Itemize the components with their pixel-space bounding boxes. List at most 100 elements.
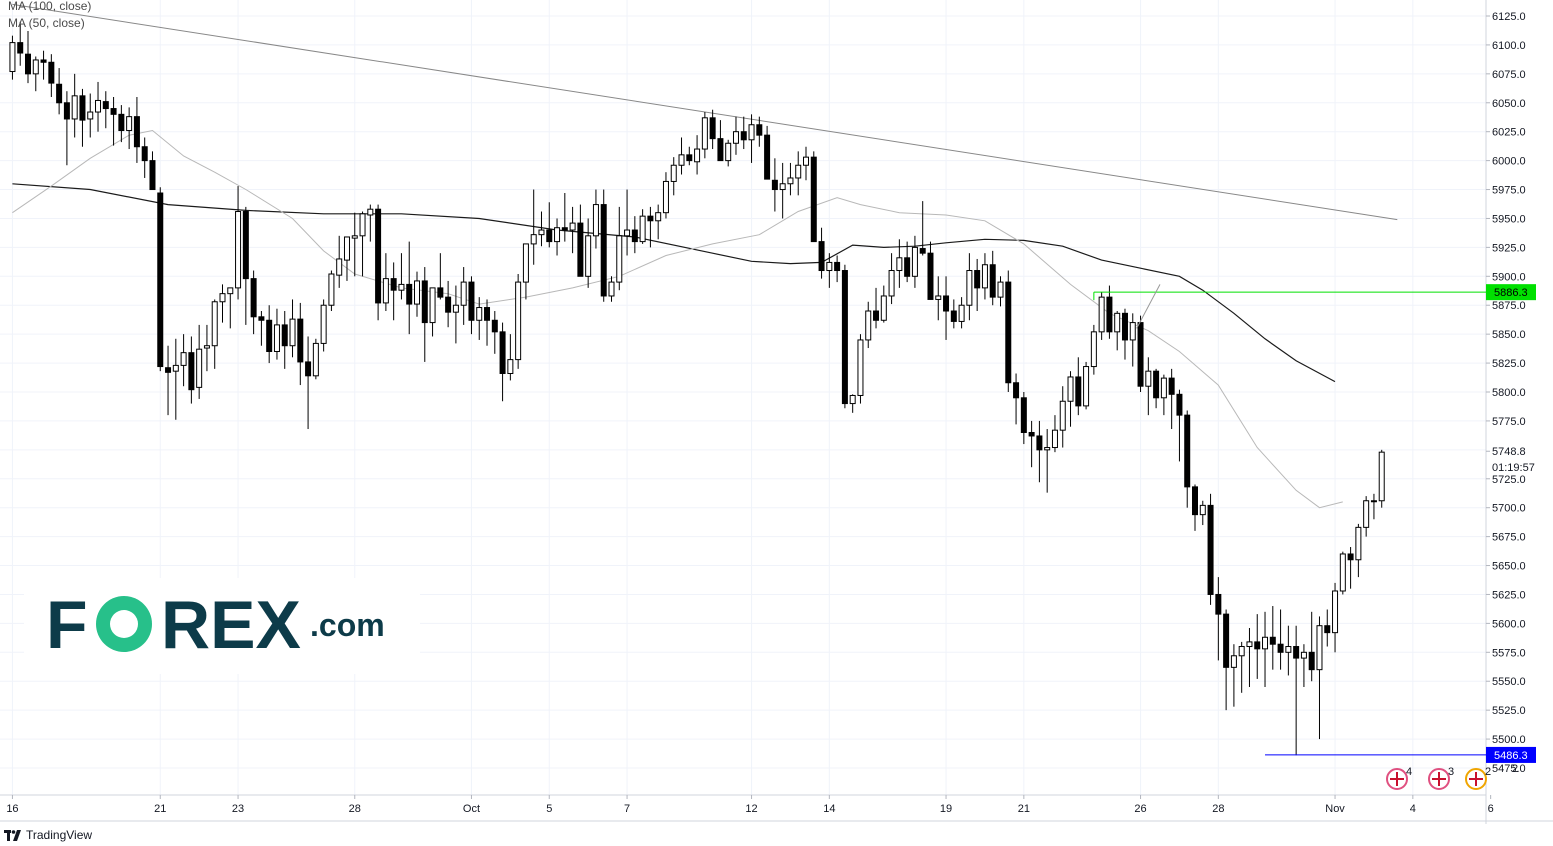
- event-badge[interactable]: 4: [1386, 766, 1412, 790]
- countdown-label: 01:19:57: [1492, 462, 1535, 474]
- candle: [1308, 611, 1315, 682]
- candle-body: [312, 342, 319, 377]
- candle-body: [655, 212, 662, 222]
- candle: [709, 109, 716, 150]
- event-badge[interactable]: 3: [1428, 766, 1454, 790]
- candle-body: [1316, 625, 1323, 671]
- time-axis[interactable]: 16 21 23 28 Oct 5 7 12 14 19 21 26 28 Nov 4 6: [6, 795, 1494, 815]
- candle-body: [1246, 641, 1253, 648]
- candle: [732, 116, 739, 155]
- candle-body: [546, 229, 553, 243]
- candle-body: [343, 236, 350, 261]
- candle-body: [810, 156, 817, 243]
- candle-body: [725, 142, 732, 162]
- candle-body: [414, 280, 420, 305]
- candle-body: [1308, 651, 1315, 671]
- candle-body: [211, 301, 218, 347]
- candle-body: [919, 248, 926, 254]
- candle-body: [826, 261, 833, 272]
- candle: [1160, 374, 1167, 416]
- candle-body: [1332, 590, 1339, 634]
- event-badge[interactable]: 2: [1465, 766, 1491, 790]
- candle: [561, 193, 568, 242]
- candle: [803, 146, 809, 181]
- candle-body: [717, 138, 724, 162]
- price-axis[interactable]: 5475.0 5500.0 5525.0 5550.0 5575.0 5600.0 5625…: [1486, 0, 1553, 795]
- candle-body: [320, 304, 327, 344]
- candle: [554, 218, 561, 256]
- price-tick-label: 5600.0: [1492, 618, 1526, 630]
- price-tick-label: 6075.0: [1492, 69, 1526, 81]
- candle: [1075, 357, 1082, 416]
- candle: [165, 345, 172, 416]
- candle: [647, 206, 654, 248]
- event-badge-count: 4: [1406, 766, 1412, 778]
- price-tick-label: 5475.0: [1492, 763, 1526, 775]
- price-tick-label: 5550.0: [1492, 676, 1526, 688]
- candle-body: [468, 281, 475, 321]
- logo-dotcom: .com: [310, 607, 385, 643]
- candle-body: [756, 124, 763, 136]
- candle: [1347, 547, 1354, 589]
- candle-body: [390, 278, 397, 291]
- candle: [764, 125, 771, 180]
- candle: [841, 264, 848, 409]
- candle-body: [585, 235, 592, 277]
- candle-body: [1347, 553, 1354, 561]
- legend-entry: MA (50, close): [8, 16, 85, 30]
- candle-body: [1339, 553, 1346, 592]
- candle-body: [336, 258, 343, 276]
- candle: [180, 334, 187, 387]
- candle: [818, 227, 825, 279]
- tradingview-logo[interactable]: TradingView: [4, 828, 92, 842]
- candle-body: [1129, 322, 1136, 341]
- candle: [826, 253, 833, 288]
- candle: [1215, 577, 1222, 661]
- candle: [958, 297, 965, 329]
- candle-body: [351, 235, 358, 239]
- candle: [476, 297, 483, 340]
- candle-body: [126, 116, 133, 132]
- candle-body: [180, 352, 187, 366]
- candle: [515, 273, 522, 369]
- time-tick-label: 21: [154, 803, 166, 815]
- candle-body: [1199, 504, 1206, 516]
- candle-body: [530, 234, 537, 245]
- candle-body: [1137, 322, 1144, 387]
- candle: [624, 189, 631, 256]
- candle: [1262, 611, 1269, 688]
- candle-body: [880, 295, 887, 321]
- candle: [157, 187, 164, 372]
- candle-body: [577, 222, 584, 277]
- candle: [250, 270, 257, 335]
- candle-body: [1153, 370, 1160, 399]
- candle: [1051, 415, 1058, 453]
- candle-body: [1230, 655, 1237, 668]
- candle-body: [958, 304, 965, 322]
- candle: [203, 324, 210, 372]
- candle-body: [787, 177, 794, 185]
- candle: [359, 211, 366, 277]
- candle-body: [966, 270, 973, 306]
- candle-body: [250, 278, 257, 318]
- candle-body: [273, 324, 280, 353]
- price-tick-label: 5725.0: [1492, 474, 1526, 486]
- candle-body: [429, 287, 436, 324]
- candle: [943, 276, 950, 340]
- candle: [328, 270, 335, 312]
- candle-body: [795, 164, 802, 179]
- candle-body: [25, 53, 31, 75]
- candle: [87, 93, 94, 138]
- candle-body: [398, 283, 405, 291]
- candle-body: [631, 229, 638, 243]
- candle: [266, 305, 273, 364]
- last-price-label: 5748.8: [1492, 446, 1526, 458]
- candle-body: [484, 307, 491, 321]
- candle-body: [974, 270, 981, 289]
- event-badges[interactable]: 4 3 2: [1386, 766, 1491, 790]
- time-tick-label: 4: [1410, 803, 1416, 815]
- candle: [1005, 270, 1012, 392]
- candle: [414, 271, 420, 317]
- candle: [56, 68, 63, 115]
